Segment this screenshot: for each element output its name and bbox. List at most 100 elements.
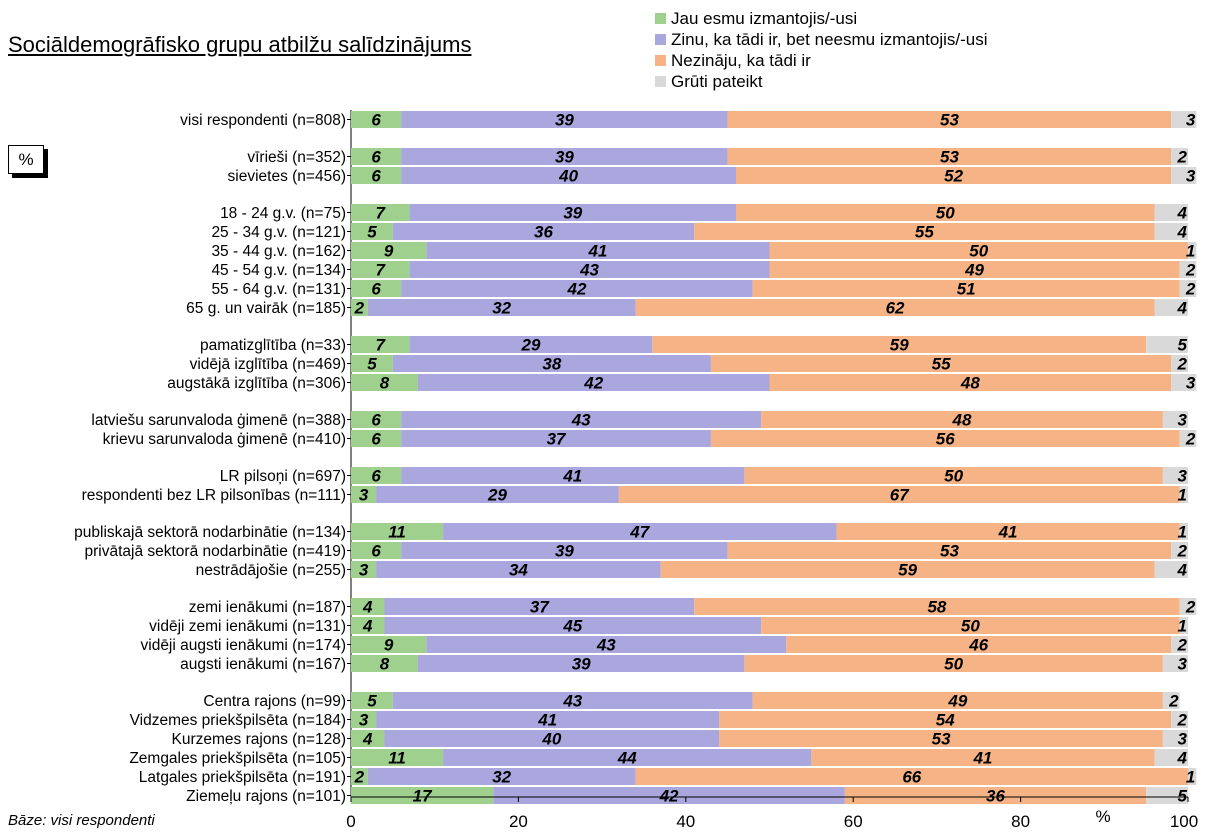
bar-segment <box>1154 561 1188 578</box>
data-label: 2 <box>1177 148 1188 167</box>
category-label: nestrādājošie (n=255) <box>196 562 346 579</box>
legend-item-not-known: Nezināju, ka tādi ir <box>655 50 988 71</box>
bar-segment <box>752 692 1163 709</box>
data-label: 59 <box>898 561 917 580</box>
category-label: respondenti bez LR pilsonības (n=111) <box>82 487 346 504</box>
bar-segment <box>351 711 377 728</box>
bar-segment <box>736 167 1172 184</box>
bar-segment <box>1154 749 1188 766</box>
bar-segment <box>786 636 1172 653</box>
bar-segment <box>351 730 385 747</box>
data-label: 53 <box>940 148 959 167</box>
data-label: 44 <box>617 749 637 768</box>
category-label: LR pilsoņi (n=697) <box>220 468 346 485</box>
data-label: 66 <box>902 768 921 787</box>
data-label: 8 <box>380 374 390 393</box>
bar-segment <box>769 374 1172 391</box>
category-label: augsti ienākumi (n=167) <box>180 656 346 673</box>
bar-segment <box>417 374 770 391</box>
bar-segment <box>351 242 427 259</box>
bar-segment <box>443 523 837 540</box>
x-tick-label: 60 <box>844 812 863 831</box>
bar-segment <box>844 787 1147 804</box>
bar-segment <box>1162 730 1188 747</box>
bar-segment <box>351 280 402 297</box>
bar-segment <box>1179 430 1197 447</box>
chart-legend: Jau esmu izmantojis/-usi Zinu, ka tādi i… <box>655 8 988 92</box>
legend-swatch-used <box>655 13 666 24</box>
data-label: 49 <box>947 692 967 711</box>
data-label: 2 <box>1177 542 1188 561</box>
data-label: 6 <box>371 430 381 449</box>
data-label: 2 <box>1185 261 1196 280</box>
data-label: 55 <box>932 355 951 374</box>
bar-segment <box>401 111 728 128</box>
bar-segment <box>376 711 720 728</box>
data-label: 41 <box>587 242 607 261</box>
bar-segment <box>1162 655 1188 672</box>
data-label: 1 <box>1178 617 1187 636</box>
bar-segment <box>351 749 444 766</box>
data-label: 1 <box>1178 486 1187 505</box>
data-label: 40 <box>558 167 578 186</box>
data-label: 4 <box>362 617 373 636</box>
bar-segment <box>376 561 661 578</box>
bar-segment <box>1146 336 1188 353</box>
legend-swatch-not-known <box>655 55 666 66</box>
data-label: 5 <box>367 223 377 242</box>
bar-segment <box>409 261 770 278</box>
bar-segment <box>769 261 1180 278</box>
bar-segment <box>351 223 393 240</box>
data-label: 39 <box>572 655 591 674</box>
bar-segment <box>1162 467 1188 484</box>
data-label: 49 <box>964 261 984 280</box>
bar-segment <box>417 655 745 672</box>
data-label: 2 <box>1177 355 1188 374</box>
bar-segment <box>351 336 410 353</box>
bar-segment <box>426 242 770 259</box>
data-label: 39 <box>555 542 574 561</box>
category-label: privātajā sektorā nodarbinātie (n=419) <box>84 543 346 560</box>
bar-segment <box>694 598 1180 615</box>
bar-segment <box>1171 636 1188 653</box>
data-label: 40 <box>541 730 561 749</box>
data-label: 2 <box>354 768 365 787</box>
data-label: 3 <box>1186 111 1196 130</box>
data-label: 5 <box>1178 787 1188 806</box>
data-label: 8 <box>380 655 390 674</box>
bar-segment <box>727 148 1172 165</box>
data-label: 50 <box>969 242 988 261</box>
data-label: 4 <box>362 730 373 749</box>
data-label: 3 <box>1178 411 1188 430</box>
data-label: 53 <box>940 111 959 130</box>
page-title: Sociāldemogrāfisko grupu atbilžu salīdzi… <box>8 32 472 57</box>
legend-label-used: Jau esmu izmantojis/-usi <box>671 8 858 28</box>
data-label: 2 <box>1168 692 1179 711</box>
category-label: Kurzemes rajons (n=128) <box>172 731 346 748</box>
bar-segment <box>392 692 753 709</box>
data-label: 47 <box>629 523 650 542</box>
bar-segment <box>635 299 1155 316</box>
data-label: 6 <box>371 148 381 167</box>
bar-segment <box>1171 374 1197 391</box>
data-label: 3 <box>359 711 369 730</box>
bar-segment <box>1154 204 1188 221</box>
category-label: 65 g. un vairāk (n=185) <box>186 300 346 317</box>
bar-segment <box>351 655 418 672</box>
bar-segment <box>1171 355 1188 372</box>
data-label: 1 <box>1186 242 1195 261</box>
bar-segment <box>401 467 745 484</box>
data-label: 67 <box>890 486 910 505</box>
data-label: 34 <box>509 561 528 580</box>
legend-label-known-not-used: Zinu, ka tādi ir, bet neesmu izmantojis/… <box>671 29 988 49</box>
data-label: 56 <box>936 430 955 449</box>
bar-segment <box>493 787 845 804</box>
legend-swatch-hard-to-say <box>655 76 666 87</box>
category-label: visi respondenti (n=808) <box>180 112 346 129</box>
bar-segment <box>351 692 393 709</box>
category-label: Ziemeļu rajons (n=101) <box>186 788 346 805</box>
bar-segment <box>443 749 812 766</box>
data-label: 9 <box>384 636 394 655</box>
bar-segment <box>652 336 1147 353</box>
x-tick-label: 40 <box>676 812 695 831</box>
